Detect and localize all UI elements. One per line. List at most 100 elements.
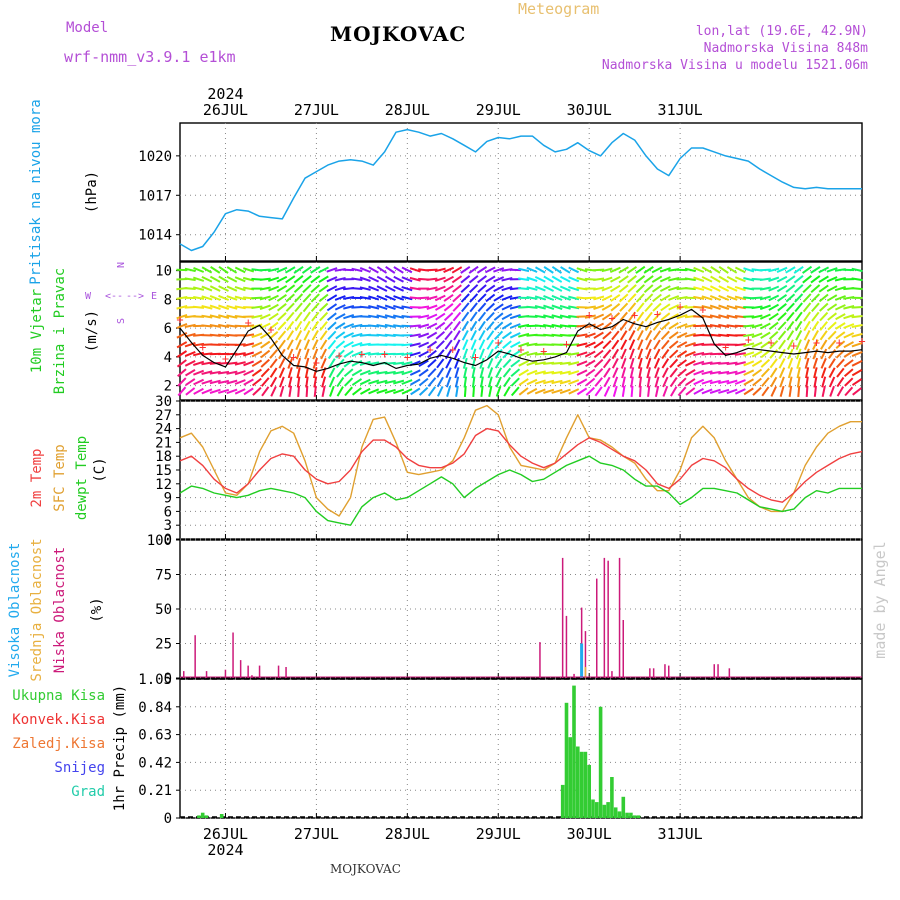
wind-arrow: [493, 267, 505, 273]
wind-arrow: [560, 275, 571, 283]
wind-arrow: [835, 340, 846, 349]
wind-arrow: [676, 314, 688, 320]
wind-arrow: [635, 265, 646, 274]
wind-arrow: [310, 284, 321, 293]
wind-arrow: [296, 367, 301, 379]
wind-arrow: [651, 275, 663, 283]
wind-arrow: [551, 265, 563, 274]
wind-arrow: [636, 320, 645, 332]
wind-arrow: [585, 359, 596, 368]
wind-arrow: [226, 370, 238, 375]
wind-arrow: [192, 305, 205, 309]
wind-arrow: [418, 377, 429, 387]
wind-arrow: [259, 286, 271, 291]
wind-arrow: [734, 285, 746, 292]
clouds-ytick-label: 50: [155, 602, 172, 618]
wind-speed-line: [179, 308, 863, 372]
wind-arrow: [210, 266, 221, 274]
wind-arrow: [452, 293, 462, 303]
temperature-ytick-label: 3: [164, 518, 172, 534]
wind-arrow: [193, 360, 205, 366]
wind-arrow: [820, 339, 828, 350]
cloud-bar: [247, 665, 249, 678]
precip-bar: [564, 702, 569, 818]
wind-arrow: [827, 312, 838, 321]
wind-arrow: [630, 385, 634, 397]
top-date-label: 26JUL: [203, 101, 248, 119]
wind-arrow: [701, 324, 713, 328]
wind-arrow: [234, 295, 246, 301]
cloud-bar: [607, 560, 609, 678]
wind-arrow: [468, 265, 479, 274]
wind-arrow: [318, 275, 329, 283]
wind-arrow: [493, 294, 504, 302]
pressure-ytick-label: 1020: [138, 149, 172, 165]
wind-arrow: [279, 376, 285, 388]
wind-arrow: [321, 385, 326, 397]
wind-arrow: [184, 267, 196, 273]
wind-arrow: [651, 266, 663, 274]
wind-arrow: [629, 348, 635, 360]
wind-arrow: [652, 321, 662, 331]
wind-arrow: [303, 339, 311, 351]
precip-bar: [591, 799, 595, 818]
wind-arrow: [551, 285, 563, 292]
wind-arrow: [777, 312, 787, 322]
wind-arrow: [177, 377, 187, 387]
wind-arrow: [593, 277, 605, 281]
wind-arrow: [701, 275, 713, 283]
wind-arrow: [851, 287, 863, 291]
wind-arrow: [286, 339, 294, 350]
wind-ytick-label: 8: [164, 292, 172, 308]
cloud-bar: [652, 668, 655, 678]
wind-arrow: [805, 367, 810, 379]
watermark-label: made by Angel: [871, 541, 889, 658]
wind-arrow: [610, 312, 621, 322]
wind-arrow: [201, 370, 213, 375]
wind-arrow: [701, 370, 713, 375]
wind-arrow: [510, 359, 521, 368]
wind-arrow: [493, 276, 505, 283]
wind-arrow: [310, 275, 321, 284]
wind-arrow: [318, 293, 329, 303]
wind-arrow: [726, 275, 738, 283]
wind-arrow: [819, 321, 828, 331]
wind-arrow: [834, 304, 846, 311]
wind-arrow: [269, 358, 278, 369]
wind-arrow: [851, 324, 863, 328]
wind-arrow: [534, 285, 546, 292]
wind-arrow: [510, 386, 520, 397]
wind-arrow: [243, 351, 255, 357]
wind-arrow: [660, 330, 670, 340]
wind-arrow: [326, 294, 338, 302]
wind-arrow: [218, 388, 230, 394]
wind-arrow: [260, 358, 270, 368]
wind-arrow: [654, 385, 660, 398]
wind-arrow: [576, 351, 588, 357]
wind-arrow: [751, 341, 763, 348]
wind-arrow: [786, 330, 795, 341]
dewpt-ylabel: dewpt Temp: [74, 436, 90, 520]
wind-arrow: [593, 304, 605, 311]
wind-arrow: [676, 341, 688, 349]
bottom-year-label: 2024: [207, 841, 243, 859]
wind-arrow: [176, 359, 187, 368]
wind-arrow: [684, 350, 696, 358]
wind-arrow: [509, 323, 521, 329]
wind-arrow: [351, 360, 363, 367]
wind-arrow: [486, 330, 495, 341]
model-name: wrf-nmm_v3.9.1 e1km: [64, 48, 236, 66]
wind-arrow: [543, 314, 555, 319]
wind-arrow: [843, 332, 855, 339]
compass-arrow-left: <--: [105, 291, 123, 302]
wind-arrow: [726, 295, 738, 301]
bottom-date-label: 27JUL: [294, 825, 339, 843]
wind-arrow: [827, 339, 837, 350]
wind-arrow: [495, 367, 503, 378]
wind-arrow: [312, 357, 318, 369]
wind-arrow: [384, 275, 396, 283]
wind-arrow: [826, 267, 838, 273]
wind-arrow: [277, 339, 286, 350]
bottom-date-label: 30JUL: [567, 825, 612, 843]
wind-arrow: [304, 367, 309, 379]
